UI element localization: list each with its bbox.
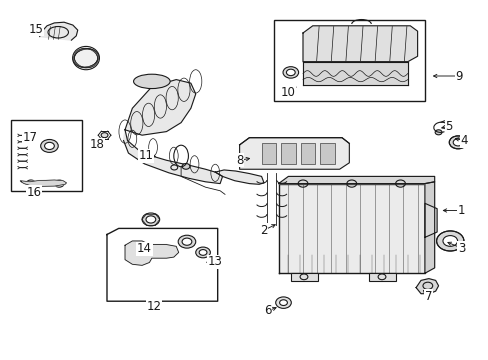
Text: 18: 18 (90, 138, 104, 151)
Text: 17: 17 (22, 131, 38, 144)
Circle shape (275, 297, 291, 309)
Text: 14: 14 (137, 242, 152, 255)
Circle shape (448, 136, 466, 149)
Polygon shape (125, 241, 178, 265)
Polygon shape (123, 130, 222, 184)
Circle shape (434, 130, 441, 135)
Text: 15: 15 (28, 23, 43, 36)
Polygon shape (303, 26, 417, 62)
Circle shape (182, 238, 191, 245)
Polygon shape (40, 22, 78, 40)
Polygon shape (278, 176, 434, 184)
Circle shape (283, 67, 298, 78)
Text: 8: 8 (235, 154, 243, 167)
Polygon shape (239, 138, 348, 169)
Text: 7: 7 (424, 290, 432, 303)
Text: 6: 6 (264, 305, 271, 318)
Text: 4: 4 (459, 134, 467, 147)
Bar (300, 143, 315, 164)
Circle shape (442, 235, 457, 246)
Polygon shape (415, 279, 438, 294)
Text: 1: 1 (457, 204, 464, 217)
Circle shape (452, 139, 462, 146)
Circle shape (199, 249, 206, 255)
Text: 10: 10 (281, 86, 295, 99)
Text: 11: 11 (138, 149, 153, 162)
Circle shape (41, 139, 58, 152)
Circle shape (279, 300, 287, 306)
Polygon shape (278, 184, 424, 273)
Text: 5: 5 (445, 120, 452, 133)
Bar (368, 273, 395, 281)
Circle shape (436, 231, 463, 251)
Polygon shape (303, 62, 407, 85)
Circle shape (286, 69, 295, 76)
Polygon shape (424, 203, 436, 237)
Ellipse shape (133, 74, 170, 89)
Text: 13: 13 (207, 255, 222, 268)
Text: 2: 2 (260, 224, 267, 237)
Text: 9: 9 (454, 69, 462, 82)
Circle shape (178, 235, 195, 248)
Text: 16: 16 (26, 186, 41, 199)
Bar (273, 21, 424, 101)
Circle shape (142, 213, 159, 226)
Circle shape (146, 216, 156, 223)
Polygon shape (20, 180, 66, 186)
Circle shape (101, 133, 108, 138)
Circle shape (195, 247, 210, 258)
Ellipse shape (73, 46, 99, 70)
Bar (320, 143, 334, 164)
Polygon shape (125, 80, 195, 135)
Bar (290, 273, 317, 281)
Bar (11, 120, 82, 192)
Text: 12: 12 (146, 300, 162, 313)
Bar (281, 143, 295, 164)
Bar (261, 143, 276, 164)
Polygon shape (107, 228, 217, 301)
Circle shape (44, 142, 54, 149)
Text: 3: 3 (457, 242, 464, 255)
Circle shape (182, 163, 189, 169)
Polygon shape (424, 182, 434, 273)
Polygon shape (215, 170, 264, 184)
